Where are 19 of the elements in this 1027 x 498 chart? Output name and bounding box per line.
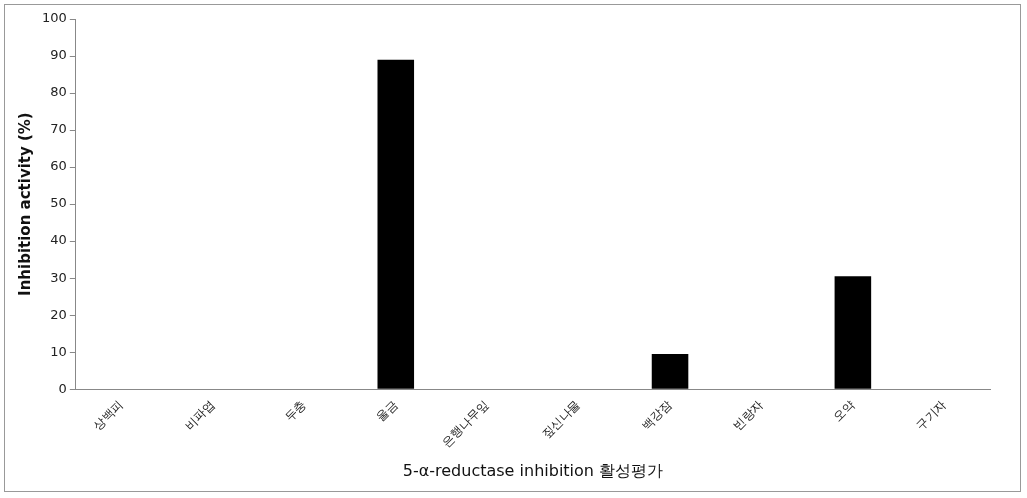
x-axis-title: 5-α-reductase inhibition 활성평가 <box>402 460 664 480</box>
y-tick-label: 10 <box>50 343 67 359</box>
bar <box>651 354 689 389</box>
x-tick-label: 두충 <box>281 397 309 425</box>
y-tick-label: 30 <box>50 269 67 285</box>
y-tick-label: 50 <box>50 195 67 211</box>
x-tick-label: 오약 <box>830 397 858 425</box>
bar <box>834 276 872 389</box>
y-tick-label: 80 <box>50 84 67 100</box>
y-tick-label: 40 <box>50 232 67 248</box>
y-tick-label: 0 <box>58 380 67 396</box>
x-tick-label: 울금 <box>373 397 401 425</box>
y-axis-title: Inhibition activity (%) <box>15 112 34 296</box>
y-tick-label: 70 <box>50 121 67 137</box>
y-tick-label: 20 <box>50 306 67 322</box>
y-tick-label: 100 <box>41 10 67 26</box>
bar <box>377 59 415 389</box>
y-tick-label: 60 <box>50 158 67 174</box>
y-tick-label: 90 <box>50 47 67 63</box>
